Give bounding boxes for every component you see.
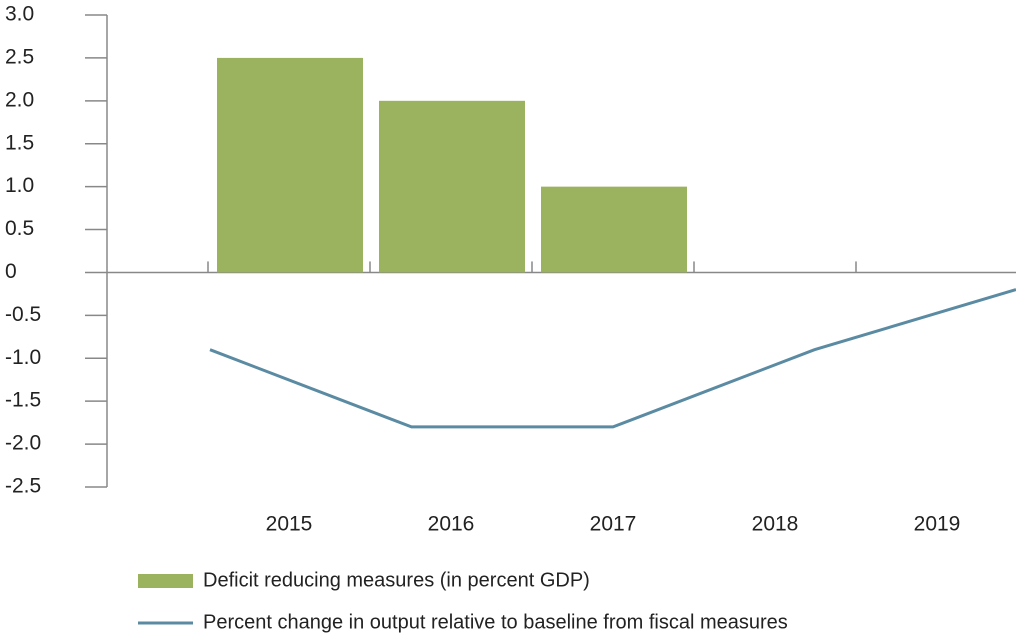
y-tick-label: 3.0	[5, 3, 34, 26]
line	[209, 288, 1016, 429]
legend-label: Percent change in output relative to bas…	[203, 611, 788, 633]
bar	[217, 57, 363, 273]
x-tick-label: 2015	[266, 513, 313, 536]
y-tick-label: 0	[5, 260, 17, 283]
legend-swatch	[138, 574, 193, 588]
y-tick-label: -2.5	[5, 475, 41, 498]
x-tick-label: 2016	[428, 513, 475, 536]
bar	[541, 186, 687, 273]
bar	[379, 100, 525, 273]
y-tick-label: 2.0	[5, 88, 34, 111]
x-tick-label: 2019	[914, 513, 961, 536]
y-tick-label: 0.5	[5, 217, 34, 240]
y-tick-label: -1.0	[5, 346, 41, 369]
x-tick-label: 2017	[590, 513, 637, 536]
y-tick-label: 2.5	[5, 45, 34, 68]
legend-label: Deficit reducing measures (in percent GD…	[203, 569, 590, 591]
y-tick-label: -2.0	[5, 432, 41, 455]
legend: Deficit reducing measures (in percent GD…	[138, 569, 788, 633]
x-tick-label: 2018	[752, 513, 799, 536]
y-tick-label: 1.0	[5, 174, 34, 197]
y-tick-label: -0.5	[5, 303, 41, 326]
y-tick-label: -1.5	[5, 389, 41, 412]
y-tick-label: 1.5	[5, 131, 34, 154]
